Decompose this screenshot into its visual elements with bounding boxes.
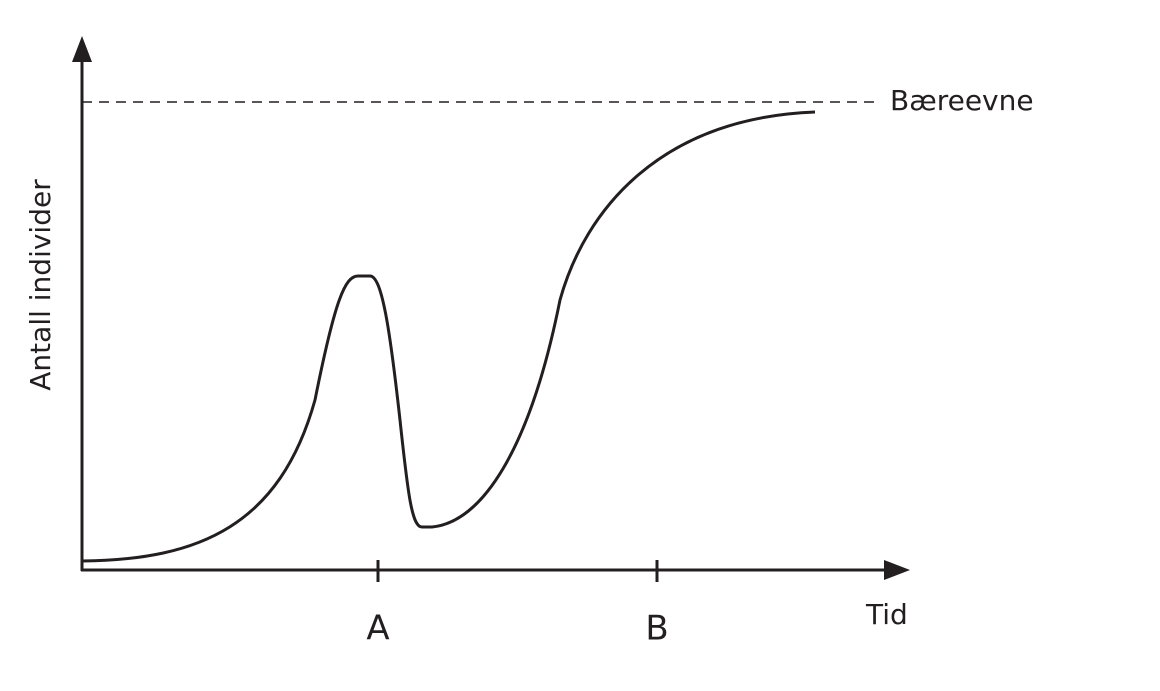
y-axis-label: Antall individer: [24, 179, 57, 391]
x-mark-label: B: [645, 609, 668, 649]
carrying-capacity-label: Bæreevne: [890, 84, 1034, 117]
population-curve: [81, 110, 816, 563]
x-mark-label: A: [366, 609, 389, 649]
x-axis-label: Tid: [865, 598, 908, 631]
x-axis-arrow: [884, 560, 910, 580]
y-axis-arrow: [72, 36, 92, 62]
